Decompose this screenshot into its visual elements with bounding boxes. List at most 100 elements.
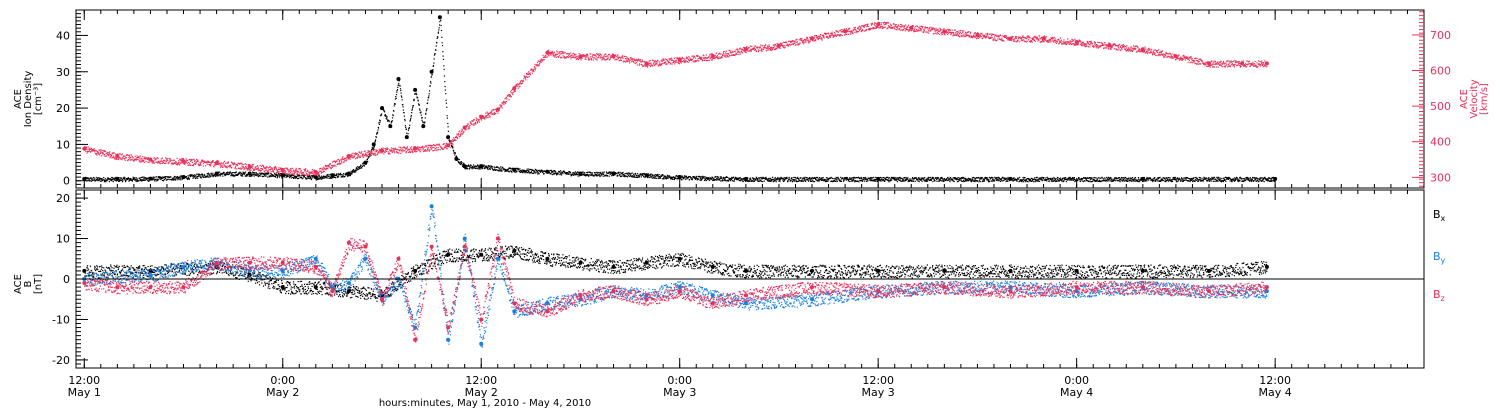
velocity-series-sample <box>308 173 310 175</box>
density-series-sample <box>215 173 218 175</box>
density-series-sample <box>318 175 320 177</box>
density-series-sample <box>920 177 922 179</box>
density-series-sample <box>1028 178 1030 180</box>
density-series-sample <box>200 177 202 179</box>
density-series-sample <box>706 176 708 179</box>
density-series-sample <box>557 173 559 175</box>
density-series-sample <box>121 179 123 181</box>
density-series-sample <box>938 180 940 182</box>
density-series-sample <box>723 177 725 179</box>
density-series-sample <box>107 178 109 180</box>
density-series-sample <box>901 180 903 182</box>
velocity-series-sample <box>514 90 516 93</box>
density-series-sample <box>988 179 990 181</box>
velocity-series-sample <box>426 145 428 147</box>
density-series-sample <box>498 170 500 172</box>
density-series-sample <box>869 177 872 179</box>
density-series-sample <box>654 174 657 176</box>
density-series-sample <box>457 159 459 161</box>
density-series-sample <box>796 177 798 180</box>
velocity-series-sample <box>362 155 364 157</box>
density-series-sample <box>728 177 730 179</box>
density-series-sample <box>146 177 148 179</box>
density-series-sample <box>194 174 196 176</box>
density-series-sample <box>354 169 357 171</box>
density-series-sample <box>712 178 714 180</box>
density-series-sample <box>124 179 126 181</box>
density-series-sample <box>972 178 974 180</box>
density-series-sample <box>226 172 228 174</box>
velocity-series-sample <box>252 165 254 167</box>
density-series-sample <box>971 177 973 179</box>
density-series-sample <box>388 120 390 122</box>
density-series-sample <box>352 171 354 173</box>
density-series-sample <box>776 178 778 180</box>
velocity-series-sample <box>517 87 519 89</box>
density-series-sample <box>225 174 227 176</box>
velocity-series-sample <box>175 164 178 166</box>
density-series-sample <box>455 155 457 157</box>
density-series-sample <box>405 128 407 130</box>
density-series-sample <box>911 178 913 180</box>
density-series-sample <box>130 178 132 180</box>
density-series-sample <box>1093 179 1096 181</box>
density-series-sample <box>189 176 191 178</box>
density-series-sample <box>477 164 479 167</box>
density-series-sample <box>1233 177 1235 179</box>
density-series-sample <box>675 175 677 177</box>
density-series-sample <box>96 179 98 181</box>
density-series-sample <box>1020 179 1022 182</box>
velocity-series-sample <box>247 163 249 166</box>
density-series-sample <box>257 176 260 178</box>
velocity-series-sample <box>194 160 196 162</box>
density-series-sample <box>158 176 160 178</box>
density-series-sample <box>774 177 776 179</box>
density-series-sample <box>1056 176 1058 179</box>
velocity-series-sample <box>391 151 394 153</box>
density-series-sample <box>562 173 564 175</box>
density-series-sample <box>117 177 119 179</box>
density-series-sample <box>1126 179 1128 181</box>
density-series-sample <box>825 179 827 181</box>
density-series-sample <box>967 178 969 180</box>
density-series-sample <box>1180 177 1183 179</box>
density-series-sample <box>112 181 114 183</box>
density-series-sample <box>676 175 678 177</box>
density-series-sample <box>567 172 569 174</box>
density-series-sample <box>1068 178 1070 180</box>
density-series-sample <box>1035 176 1037 179</box>
density-series-sample <box>1176 178 1178 180</box>
density-series-sample <box>705 177 707 179</box>
velocity-series-sample <box>139 157 141 159</box>
density-series-sample <box>1040 178 1043 180</box>
density-series-sample <box>296 177 298 179</box>
density-series-sample <box>527 170 530 172</box>
density-series-sample <box>1012 177 1014 179</box>
density-series-sample <box>222 175 224 177</box>
density-series-sample <box>313 176 315 178</box>
density-series-sample <box>441 45 444 47</box>
velocity-series-sample <box>507 95 509 97</box>
density-series-sample <box>185 176 187 179</box>
density-series-sample <box>212 172 214 174</box>
density-series-sample <box>900 180 902 182</box>
velocity-series-sample <box>328 164 330 166</box>
density-series-sample <box>927 179 929 181</box>
density-series-sample <box>1002 180 1004 182</box>
density-series-sample <box>889 180 891 182</box>
velocity-series-sample <box>131 156 134 158</box>
density-series-sample <box>578 175 580 177</box>
density-series-sample <box>1059 177 1061 179</box>
density-series-sample <box>1220 181 1223 183</box>
density-series-sample <box>590 172 592 174</box>
density-series-sample <box>942 178 944 180</box>
velocity-series-sample <box>108 155 110 157</box>
density-series-sample <box>1092 180 1094 182</box>
density-series-sample <box>845 179 847 181</box>
density-series-sample <box>855 176 857 179</box>
velocity-series-sample <box>439 144 441 146</box>
density-series-sample <box>397 86 399 88</box>
density-series-sample <box>940 177 942 179</box>
density-series-sample <box>651 177 653 179</box>
